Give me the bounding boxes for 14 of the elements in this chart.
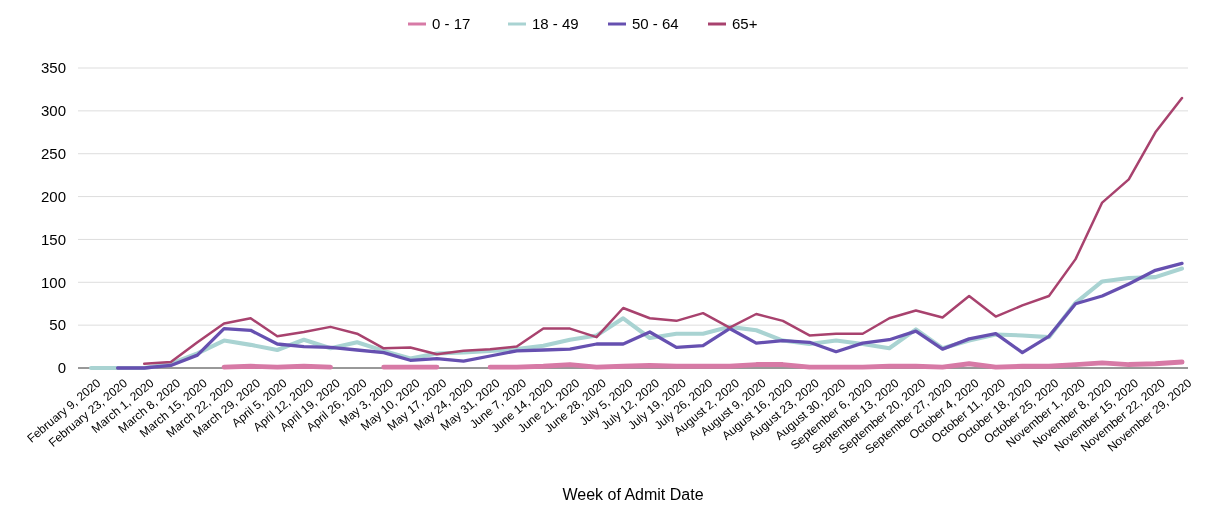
legend-label: 50 - 64: [632, 15, 679, 33]
y-tick-label: 200: [40, 187, 66, 205]
legend-label: 0 - 17: [432, 15, 471, 33]
y-tick-label: 250: [40, 144, 66, 162]
line-series: [142, 96, 1184, 365]
legend-label: 18 - 49: [532, 15, 579, 33]
y-tick-label: 50: [49, 316, 66, 334]
y-tick-label: 0: [57, 359, 66, 377]
y-tick-label: 300: [40, 102, 66, 120]
y-tick-label: 100: [40, 273, 66, 291]
legend-label: 65+: [732, 15, 758, 33]
y-tick-label: 150: [40, 230, 66, 248]
y-tick-label: 350: [40, 59, 66, 77]
x-axis-title: Week of Admit Date: [562, 486, 704, 503]
